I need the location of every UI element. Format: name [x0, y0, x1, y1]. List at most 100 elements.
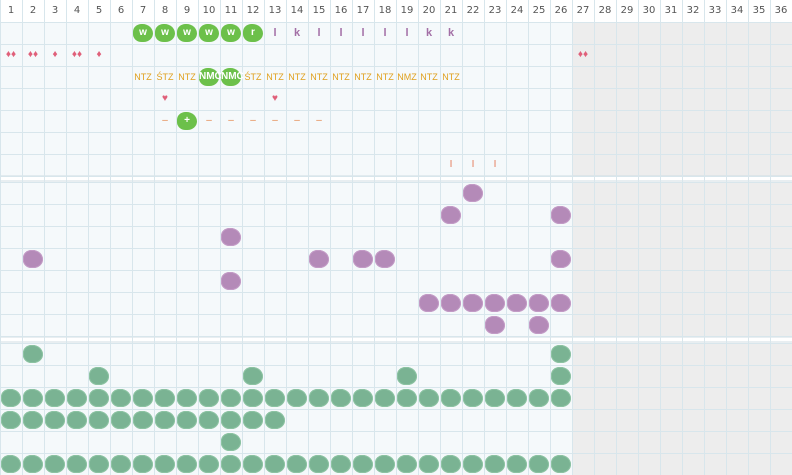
column-header-8[interactable]: 8 — [161, 5, 169, 16]
column-header-19[interactable]: 19 — [400, 5, 414, 16]
column-header-20[interactable]: 20 — [422, 5, 436, 16]
purple-blob[interactable] — [529, 294, 549, 312]
column-header-27[interactable]: 27 — [576, 5, 590, 16]
green-blob[interactable] — [375, 455, 395, 473]
column-header-9[interactable]: 9 — [183, 5, 191, 16]
column-header-29[interactable]: 29 — [620, 5, 634, 16]
zone-code[interactable]: NTZ — [178, 72, 196, 82]
green-blob[interactable] — [353, 389, 373, 407]
green-blob[interactable] — [463, 455, 483, 473]
green-blob[interactable] — [23, 411, 43, 429]
shift-blob[interactable]: r — [243, 24, 263, 42]
green-blob[interactable] — [67, 455, 87, 473]
green-blob[interactable] — [23, 389, 43, 407]
tick-marker[interactable]: I — [493, 159, 497, 170]
column-header-31[interactable]: 31 — [664, 5, 678, 16]
dash-marker[interactable]: – — [206, 115, 212, 126]
green-blob[interactable] — [221, 389, 241, 407]
green-blob[interactable] — [89, 455, 109, 473]
column-header-35[interactable]: 35 — [752, 5, 766, 16]
column-header-24[interactable]: 24 — [510, 5, 524, 16]
green-blob[interactable] — [1, 455, 21, 473]
green-blob[interactable] — [199, 455, 219, 473]
column-header-13[interactable]: 13 — [268, 5, 282, 16]
purple-blob[interactable] — [529, 316, 549, 334]
green-blob[interactable] — [309, 389, 329, 407]
zone-code[interactable]: NTZ — [266, 72, 284, 82]
green-blob[interactable] — [243, 455, 263, 473]
tick-marker[interactable]: I — [471, 159, 475, 170]
shift-blob[interactable]: w — [177, 24, 197, 42]
green-blob[interactable] — [419, 389, 439, 407]
purple-blob[interactable] — [441, 206, 461, 224]
purple-blob[interactable] — [485, 316, 505, 334]
green-blob[interactable] — [177, 455, 197, 473]
column-header-26[interactable]: 26 — [554, 5, 568, 16]
green-blob[interactable] — [463, 389, 483, 407]
column-header-33[interactable]: 33 — [708, 5, 722, 16]
green-blob[interactable] — [1, 389, 21, 407]
purple-blob[interactable] — [441, 294, 461, 312]
green-blob[interactable] — [221, 455, 241, 473]
column-header-30[interactable]: 30 — [642, 5, 656, 16]
dash-marker[interactable]: – — [228, 115, 234, 126]
green-blob[interactable] — [23, 345, 43, 363]
column-header-36[interactable]: 36 — [774, 5, 788, 16]
purple-blob[interactable] — [551, 294, 571, 312]
purple-blob[interactable] — [221, 228, 241, 246]
green-blob[interactable] — [67, 389, 87, 407]
zone-code[interactable]: NTZ — [332, 72, 350, 82]
green-blob[interactable] — [155, 389, 175, 407]
green-blob[interactable] — [529, 455, 549, 473]
green-blob[interactable] — [67, 411, 87, 429]
green-blob[interactable] — [309, 455, 329, 473]
column-header-6[interactable]: 6 — [117, 5, 125, 16]
drop-marker[interactable]: ♦♦ — [27, 49, 39, 60]
green-blob[interactable] — [221, 433, 241, 451]
shift-code[interactable]: k — [447, 27, 455, 39]
shift-blob[interactable]: w — [199, 24, 219, 42]
green-blob[interactable] — [155, 411, 175, 429]
zone-code[interactable]: ŚTZ — [244, 72, 262, 82]
green-blob[interactable] — [199, 389, 219, 407]
green-blob[interactable] — [265, 389, 285, 407]
green-blob[interactable] — [353, 455, 373, 473]
shift-blob[interactable]: w — [133, 24, 153, 42]
green-blob[interactable] — [111, 455, 131, 473]
purple-blob[interactable] — [221, 272, 241, 290]
green-blob[interactable] — [529, 389, 549, 407]
green-blob[interactable] — [89, 389, 109, 407]
green-blob[interactable] — [89, 367, 109, 385]
zone-code[interactable]: NTZ — [288, 72, 306, 82]
column-header-4[interactable]: 4 — [73, 5, 81, 16]
shift-blob[interactable]: w — [155, 24, 175, 42]
green-blob[interactable] — [331, 455, 351, 473]
column-header-18[interactable]: 18 — [378, 5, 392, 16]
dash-marker[interactable]: – — [162, 115, 168, 126]
zone-code[interactable]: ŚTZ — [156, 72, 174, 82]
column-header-5[interactable]: 5 — [95, 5, 103, 16]
plus-blob[interactable]: + — [177, 112, 197, 130]
purple-blob[interactable] — [551, 250, 571, 268]
green-blob[interactable] — [177, 411, 197, 429]
green-blob[interactable] — [45, 455, 65, 473]
green-blob[interactable] — [1, 411, 21, 429]
purple-blob[interactable] — [463, 184, 483, 202]
purple-blob[interactable] — [551, 206, 571, 224]
purple-blob[interactable] — [419, 294, 439, 312]
green-blob[interactable] — [265, 455, 285, 473]
green-blob[interactable] — [397, 367, 417, 385]
green-blob[interactable] — [485, 455, 505, 473]
purple-blob[interactable] — [375, 250, 395, 268]
green-blob[interactable] — [265, 411, 285, 429]
green-blob[interactable] — [243, 389, 263, 407]
zone-code[interactable]: NTZ — [420, 72, 438, 82]
green-blob[interactable] — [441, 455, 461, 473]
green-blob[interactable] — [551, 367, 571, 385]
shift-code[interactable]: l — [383, 27, 387, 39]
green-blob[interactable] — [419, 455, 439, 473]
green-blob[interactable] — [243, 367, 263, 385]
green-blob[interactable] — [45, 411, 65, 429]
zone-blob[interactable]: NMC — [199, 68, 222, 86]
purple-blob[interactable] — [485, 294, 505, 312]
